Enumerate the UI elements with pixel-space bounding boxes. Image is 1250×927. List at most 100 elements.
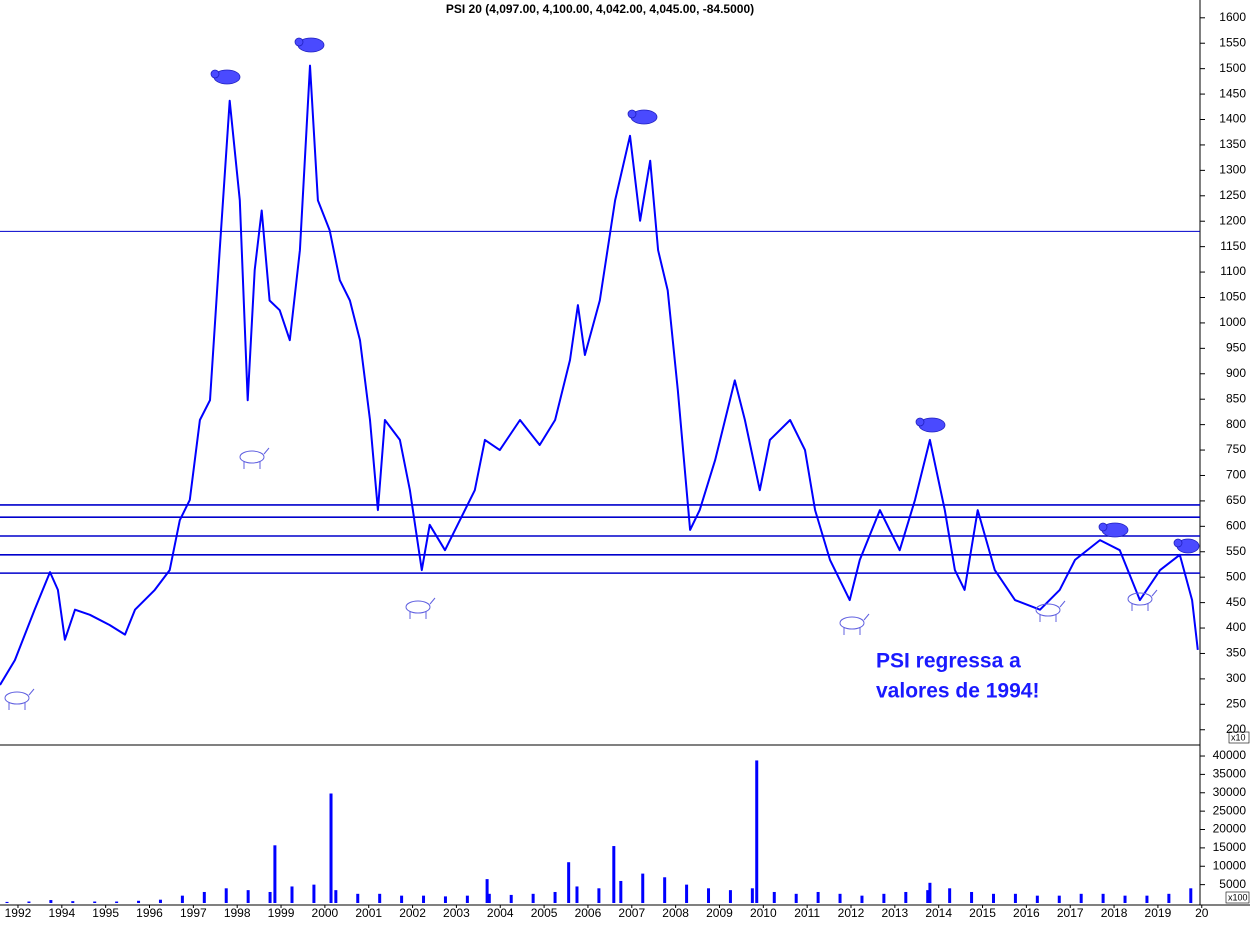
y-tick-label: 500 [1226, 569, 1246, 583]
x-tick-label: 2012 [838, 906, 865, 920]
volume-bar [312, 884, 316, 903]
x-tick-label: 2004 [487, 906, 514, 920]
volume-bar [180, 895, 184, 903]
volume-bar [612, 846, 616, 903]
x-tick-label: 2000 [312, 906, 339, 920]
volume-bar [728, 890, 732, 903]
y-tick-label: 950 [1226, 341, 1246, 355]
volume-bar [356, 893, 360, 903]
x-tick-label: 2005 [531, 906, 558, 920]
volume-bar [1167, 893, 1171, 903]
volume-bar [485, 879, 489, 903]
unit-box [1228, 731, 1250, 744]
y-tick-label: 1600 [1219, 10, 1246, 24]
volume-bar [158, 899, 162, 903]
y-tick-label: 1400 [1219, 112, 1246, 126]
volume-bar [991, 893, 995, 903]
volume-bar [750, 888, 754, 903]
volume-bar [707, 888, 711, 903]
bull-icon [1035, 600, 1066, 622]
chart-title: PSI 20 (4,097.00, 4,100.00, 4,042.00, 4,… [446, 2, 754, 16]
volume-bar [860, 895, 864, 903]
x-tick-label: 2011 [794, 906, 820, 920]
bear-icons [210, 37, 1200, 554]
y-tick-label: 850 [1226, 391, 1246, 405]
x-tick-label: 2010 [750, 906, 777, 920]
volume-bar [71, 901, 75, 903]
y-tick-label: 1100 [1220, 264, 1246, 278]
x-tick-label: 2001 [355, 906, 382, 920]
x-tick-label: 2016 [1013, 906, 1040, 920]
y-tick-label: 5000 [1219, 877, 1246, 891]
bull-icon [1127, 589, 1158, 611]
x-tick-label: 2019 [1145, 906, 1172, 920]
volume-bar [465, 895, 469, 903]
x-tick-label: 1994 [48, 906, 75, 920]
volume-bar [948, 888, 952, 903]
y-tick-label: 1000 [1219, 315, 1246, 329]
volume-bar [273, 845, 277, 903]
price-line [0, 64, 1199, 686]
volume-bar [137, 900, 141, 903]
bear-icon [294, 37, 325, 53]
y-tick-label: 250 [1226, 696, 1246, 710]
annotation: PSI regressa a [876, 650, 1021, 673]
x-tick-label: 1992 [5, 906, 32, 920]
volume-bar [928, 882, 932, 903]
x-tick-label: 2014 [925, 906, 952, 920]
volume-bar [1123, 895, 1127, 903]
y-tick-label: 900 [1226, 366, 1246, 380]
y-tick-label: 550 [1226, 544, 1246, 558]
x-tick-label: 2006 [575, 906, 602, 920]
volume-unit: x100 [1228, 892, 1248, 902]
x-tick-label: 2008 [662, 906, 689, 920]
volume-bar [1101, 893, 1105, 903]
y-tick-label: 1250 [1219, 188, 1246, 202]
y-tick-label: 25000 [1213, 803, 1247, 817]
y-tick-label: 40000 [1213, 748, 1247, 762]
bull-icons [4, 447, 1158, 710]
volume-bar [663, 877, 667, 903]
volume-bar [597, 888, 601, 903]
y-tick-label: 1500 [1219, 61, 1246, 75]
bull-icon [405, 597, 436, 619]
volume-bar [378, 893, 382, 903]
y-tick-label: 200 [1226, 722, 1246, 736]
volume-bar [838, 893, 842, 903]
y-tick-label: 20000 [1213, 822, 1247, 836]
volume-bar [290, 886, 294, 903]
bull-icon [4, 688, 35, 710]
y-tick-label: 400 [1226, 620, 1246, 634]
volume-bar [755, 760, 759, 903]
bear-icon [210, 69, 241, 85]
volume-bar [487, 893, 491, 903]
volume-bar [772, 891, 776, 903]
volume-bar [904, 891, 908, 903]
volume-bar [575, 886, 579, 903]
y-tick-label: 1300 [1219, 163, 1246, 177]
volume-bar [619, 880, 623, 903]
volume-bar [1013, 893, 1017, 903]
x-tick-label: 1996 [136, 906, 163, 920]
bear-icon [915, 417, 946, 433]
y-tick-label: 750 [1226, 442, 1246, 456]
y-tick-label: 1550 [1219, 35, 1246, 49]
volume-bar [93, 901, 97, 903]
volume-bar [1035, 895, 1039, 903]
volume-bar [553, 891, 557, 903]
price-unit: x10 [1231, 732, 1246, 742]
x-tick-label: 2013 [881, 906, 908, 920]
x-tick-label: 2002 [399, 906, 426, 920]
x-tick-label: 2009 [706, 906, 733, 920]
y-tick-label: 300 [1226, 671, 1246, 685]
volume-bar [246, 890, 250, 903]
y-tick-label: 800 [1226, 417, 1246, 431]
volume-bar [27, 901, 31, 903]
y-tick-label: 30000 [1213, 785, 1247, 799]
volume-bar [115, 901, 119, 903]
volume-bar [329, 793, 333, 903]
volume-bar [1057, 895, 1061, 903]
volume-bar [443, 896, 447, 903]
